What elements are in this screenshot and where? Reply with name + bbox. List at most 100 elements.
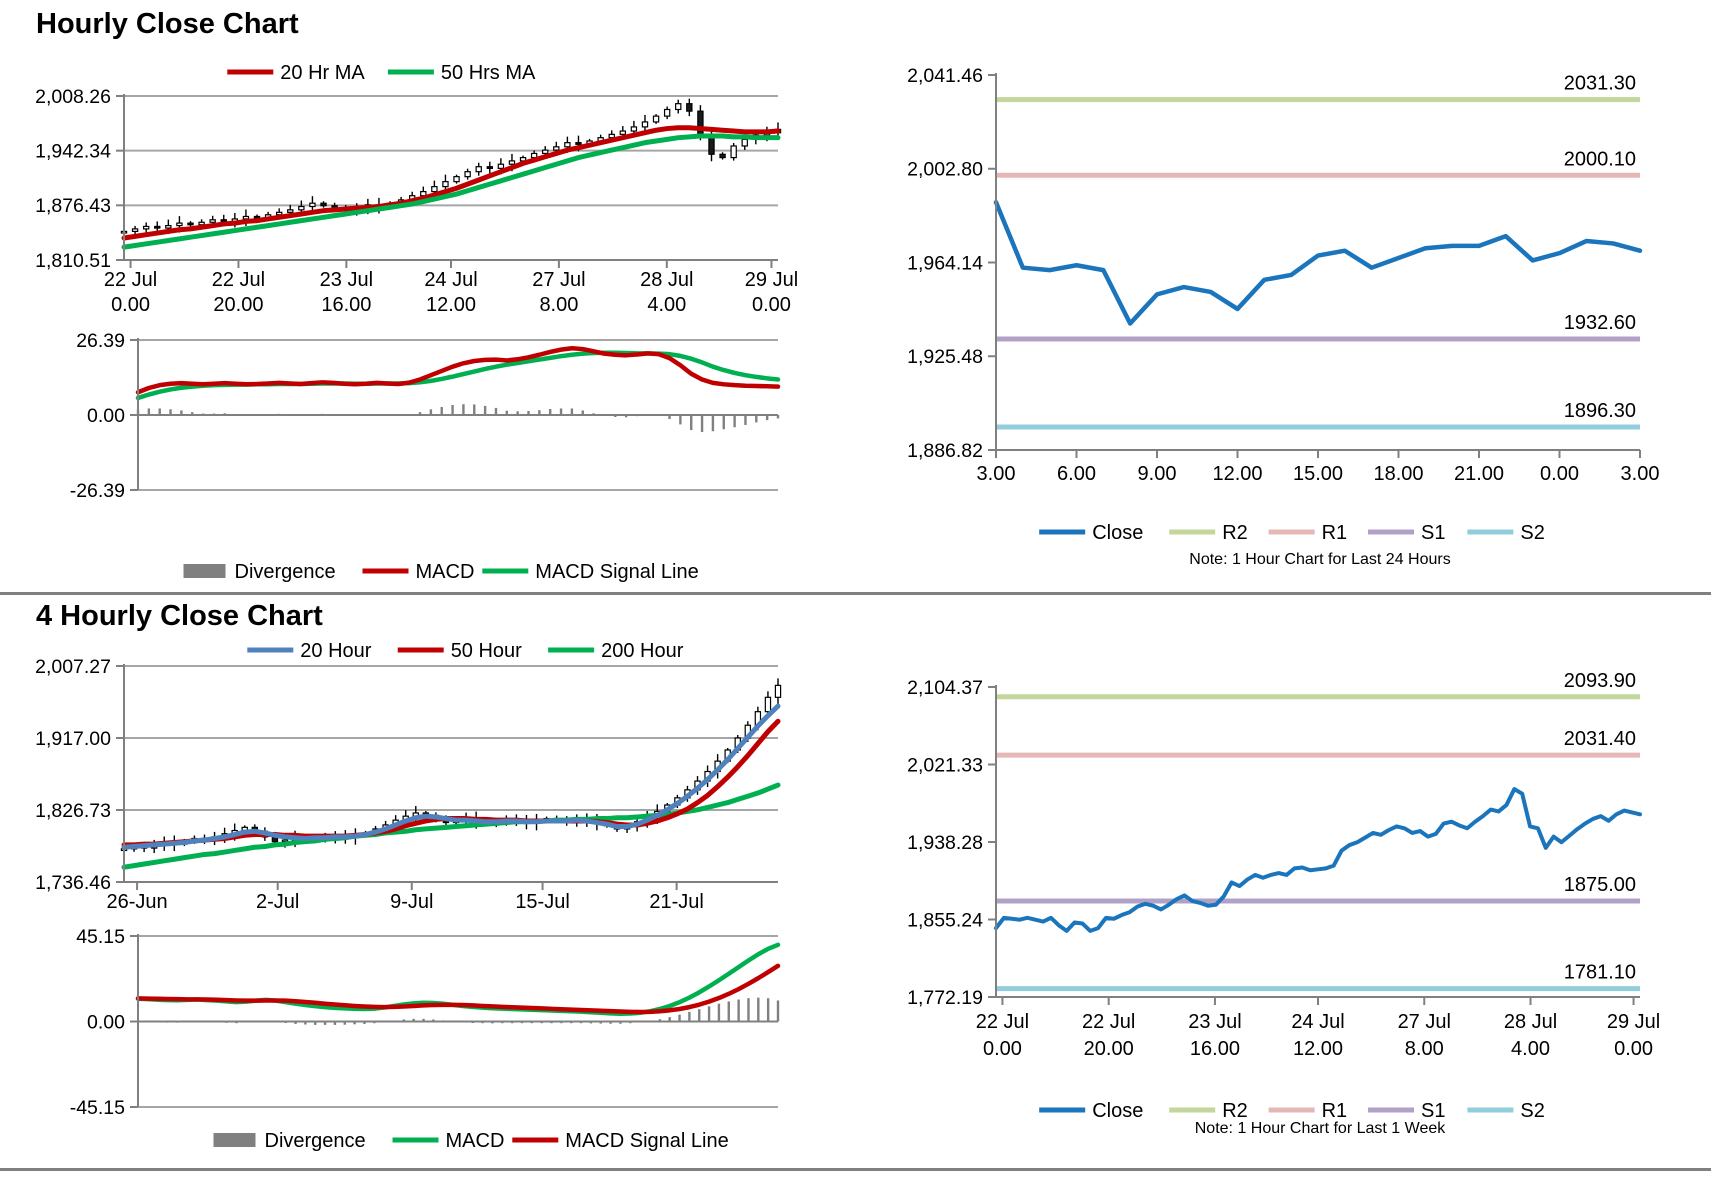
- x-axis: 26-Jun 2-Jul 9-Jul 15-Jul 21-Jul: [107, 881, 778, 913]
- legend-label-close: Close: [1092, 1100, 1143, 1122]
- y-tick-label: 1,964.14: [907, 252, 983, 274]
- x-tick-label: 20.00: [213, 294, 263, 316]
- hourly-macd-chart: 26.39 0.00 -26.39 Divergence MACD MACD Signal…: [70, 330, 781, 583]
- y-tick-label: -26.39: [70, 480, 125, 502]
- section-divider: [0, 592, 1711, 595]
- ma-200hour: [121, 782, 781, 870]
- legend-label-close: Close: [1092, 522, 1143, 544]
- x-tick-label: 24 Jul: [1291, 1011, 1344, 1033]
- x-tick-label: 28 Jul: [640, 269, 693, 291]
- y-tick-label: 1,876.43: [35, 195, 111, 217]
- pivot-label-s2: 1896.30: [1564, 400, 1636, 422]
- x-tick-label: 12.00: [1293, 1038, 1343, 1060]
- x-tick-label: 22 Jul: [212, 269, 265, 291]
- pivot-1week-chart: 2093.90 2031.40 1875.00 1781.10 2,104.37 2,02…: [907, 670, 1660, 1122]
- bottom-divider: [0, 1168, 1711, 1171]
- y-tick-label: 2,041.46: [907, 65, 983, 87]
- legend-label-s1: S1: [1421, 1100, 1445, 1122]
- y-tick-label: 2,007.27: [35, 656, 111, 678]
- x-tick-label: 22 Jul: [104, 269, 157, 291]
- y-axis: 45.15 0.00 -45.15: [70, 926, 139, 1119]
- legend-label-macd-signal-line: MACD Signal Line: [535, 561, 698, 583]
- x-tick-label: 22 Jul: [1082, 1011, 1135, 1033]
- x-tick-label: 29 Jul: [1607, 1011, 1660, 1033]
- pivot-label-s1: 1875.00: [1564, 874, 1636, 896]
- legend-label-r2: R2: [1222, 522, 1248, 544]
- x-axis: 3.00 6.00 9.00 12.00 15.00 18.00 21.00 0.00 3.00: [977, 449, 1659, 485]
- y-tick-label: 1,736.46: [35, 872, 111, 894]
- pivot-lines: 2031.30 2000.10 1932.60 1896.30: [996, 73, 1640, 430]
- pivot-label-r1: 2000.10: [1564, 148, 1636, 170]
- legend-label-50-hrs-ma: 50 Hrs MA: [441, 62, 536, 84]
- x-tick-label: 27 Jul: [1398, 1011, 1451, 1033]
- gridlines: [124, 665, 778, 811]
- x-tick-label: 23 Jul: [320, 269, 373, 291]
- legend: Close R2 R1 S1 S2: [1039, 522, 1545, 544]
- legend-label-macd: MACD: [416, 561, 475, 583]
- gridlines: [138, 339, 778, 491]
- y-tick-label: 26.39: [76, 330, 125, 352]
- x-tick-label: 0.00: [1540, 463, 1579, 485]
- x-tick-label: 16.00: [1190, 1038, 1240, 1060]
- y-axis: 26.39 0.00 -26.39: [70, 330, 139, 502]
- x-tick-label: 3.00: [977, 463, 1016, 485]
- y-tick-label: -45.15: [70, 1097, 125, 1119]
- legend-swatch-divergence: [213, 1133, 256, 1147]
- ma-20hr: [121, 125, 781, 241]
- y-tick-label: 1,938.28: [907, 832, 983, 854]
- x-tick-label: 8.00: [1405, 1038, 1444, 1060]
- x-tick-label: 15.00: [1293, 463, 1343, 485]
- pivot-label-r2: 2031.30: [1564, 73, 1636, 95]
- close-line: [994, 787, 1642, 933]
- divergence-bars: [136, 997, 780, 1025]
- legend-label-divergence: Divergence: [265, 1130, 366, 1152]
- legend-label-50-hour: 50 Hour: [451, 640, 522, 662]
- y-tick-label: 1,810.51: [35, 250, 111, 272]
- y-axis: 2,007.27 1,917.00 1,826.73 1,736.46: [35, 656, 125, 894]
- gridlines: [124, 95, 778, 207]
- x-tick-label: 24 Jul: [424, 269, 477, 291]
- legend-swatch-divergence: [183, 564, 226, 578]
- legend: Divergence MACD MACD Signal Line: [183, 561, 699, 583]
- pivot-label-r1: 2031.40: [1564, 728, 1636, 750]
- x-tick-label: 2-Jul: [256, 891, 299, 913]
- legend-label-s1: S1: [1421, 522, 1445, 544]
- x-tick-label: 9-Jul: [390, 891, 433, 913]
- legend-label-macd-signal-line: MACD Signal Line: [565, 1130, 728, 1152]
- pivot-label-s2: 1781.10: [1564, 962, 1636, 984]
- pivot-24h-chart: 2031.30 2000.10 1932.60 1896.30 2,041.46 2,00…: [907, 65, 1659, 544]
- legend: Close R2 R1 S1 S2: [1039, 1100, 1545, 1122]
- y-tick-label: 45.15: [76, 926, 125, 948]
- pivot-lines: 2093.90 2031.40 1875.00 1781.10: [996, 670, 1640, 992]
- y-tick-label: 0.00: [87, 1011, 125, 1033]
- close-line: [993, 199, 1643, 326]
- y-tick-label: 1,772.19: [907, 987, 983, 1009]
- y-tick-label: 1,886.82: [907, 440, 983, 462]
- y-axis: 2,041.46 2,002.80 1,964.14 1,925.48 1,886.82: [907, 65, 997, 462]
- x-tick-label: 23 Jul: [1188, 1011, 1241, 1033]
- legend-label-20-hour: 20 Hour: [300, 640, 371, 662]
- pivot-label-s1: 1932.60: [1564, 312, 1636, 334]
- macd-line: [135, 345, 781, 395]
- x-tick-label: 0.00: [983, 1038, 1022, 1060]
- x-tick-label: 15-Jul: [515, 891, 569, 913]
- y-tick-label: 2,104.37: [907, 677, 983, 699]
- macd-signal-line: [135, 350, 781, 401]
- legend-label-s2: S2: [1520, 522, 1544, 544]
- x-tick-label: 6.00: [1057, 463, 1096, 485]
- legend-label-20-hr-ma: 20 Hr MA: [280, 62, 365, 84]
- legend-label-r1: R1: [1322, 522, 1348, 544]
- legend-label-divergence: Divergence: [235, 561, 336, 583]
- y-tick-label: 1,925.48: [907, 346, 983, 368]
- chart-note-24h: Note: 1 Hour Chart for Last 24 Hours: [1189, 551, 1451, 568]
- x-tick-label: 18.00: [1373, 463, 1423, 485]
- x-tick-label: 9.00: [1138, 463, 1177, 485]
- x-tick-label: 4.00: [647, 294, 686, 316]
- legend-label-200-hour: 200 Hour: [601, 640, 684, 662]
- x-tick-label: 27 Jul: [532, 269, 585, 291]
- x-tick-label: 4.00: [1511, 1038, 1550, 1060]
- y-tick-label: 1,917.00: [35, 728, 111, 750]
- x-axis: 22 Jul 0.00 22 Jul 20.00 23 Jul 16.00 24 Jul 12…: [976, 996, 1660, 1060]
- x-tick-label: 21-Jul: [649, 891, 703, 913]
